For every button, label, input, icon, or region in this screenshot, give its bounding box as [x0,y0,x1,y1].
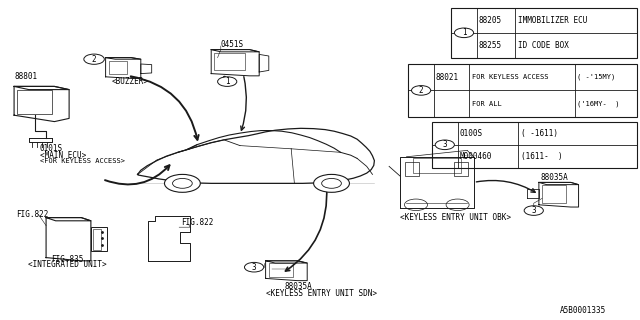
Text: (1611-  ): (1611- ) [521,152,563,161]
Circle shape [524,206,543,215]
Circle shape [322,179,341,188]
Circle shape [218,77,237,86]
Text: 1: 1 [225,77,230,86]
Circle shape [173,179,192,188]
Circle shape [244,262,264,272]
Bar [93,229,101,250]
Circle shape [446,199,469,211]
Circle shape [84,54,104,64]
Text: 88021: 88021 [436,73,459,82]
Text: 0101S: 0101S [40,144,63,153]
Text: 88035A: 88035A [285,282,312,291]
Text: 88205: 88205 [479,16,502,25]
Circle shape [164,174,200,192]
Bar [451,8,637,58]
Text: 0100S: 0100S [460,129,483,138]
Text: 88035A: 88035A [540,173,568,182]
Text: 3: 3 [252,263,257,272]
Text: FOR KEYLESS ACCESS: FOR KEYLESS ACCESS [472,74,548,80]
Text: <KEYLESS ENTRY UNIT OBK>: <KEYLESS ENTRY UNIT OBK> [400,213,511,222]
Text: IMMOBILIZER ECU: IMMOBILIZER ECU [518,16,588,25]
Text: FIG.822: FIG.822 [181,218,214,227]
Bar [17,90,52,114]
Text: 2: 2 [419,86,424,95]
Text: A5B0001335: A5B0001335 [560,306,606,315]
Bar [432,122,637,168]
Bar [454,162,468,176]
Text: 88801: 88801 [14,72,37,81]
Bar [109,61,127,74]
Bar [91,227,107,251]
Circle shape [454,28,474,38]
Bar [405,162,419,176]
Text: 0451S: 0451S [221,40,244,49]
Text: <KEYLESS ENTRY UNIT SDN>: <KEYLESS ENTRY UNIT SDN> [266,289,376,298]
Text: <BUZZER>: <BUZZER> [112,77,149,86]
Circle shape [412,86,431,95]
Bar [214,53,245,70]
Text: 88255: 88255 [479,41,502,50]
Text: 3: 3 [442,140,447,149]
Text: 3: 3 [531,206,536,215]
Text: FIG.822: FIG.822 [16,210,49,219]
Text: 2: 2 [92,55,97,64]
Text: ID CODE BOX: ID CODE BOX [518,41,569,50]
Text: ( -'15MY): ( -'15MY) [577,74,616,80]
Text: <MAIN ECU>: <MAIN ECU> [40,151,86,160]
Bar [269,263,293,277]
Bar [542,185,566,203]
Circle shape [435,140,454,150]
Text: ( -1611): ( -1611) [521,129,558,138]
Text: ('16MY-  ): ('16MY- ) [577,100,620,107]
Text: <INTEGRATED UNIT>: <INTEGRATED UNIT> [28,260,106,269]
Text: <FOR KEYLESS ACCESS>: <FOR KEYLESS ACCESS> [40,158,125,164]
Circle shape [404,199,428,211]
Text: 1: 1 [461,28,467,37]
Bar [413,158,461,173]
Bar [408,64,637,117]
Text: FIG.835: FIG.835 [51,255,83,264]
Text: FOR ALL: FOR ALL [472,100,501,107]
Circle shape [314,174,349,192]
Text: M000460: M000460 [460,152,492,161]
